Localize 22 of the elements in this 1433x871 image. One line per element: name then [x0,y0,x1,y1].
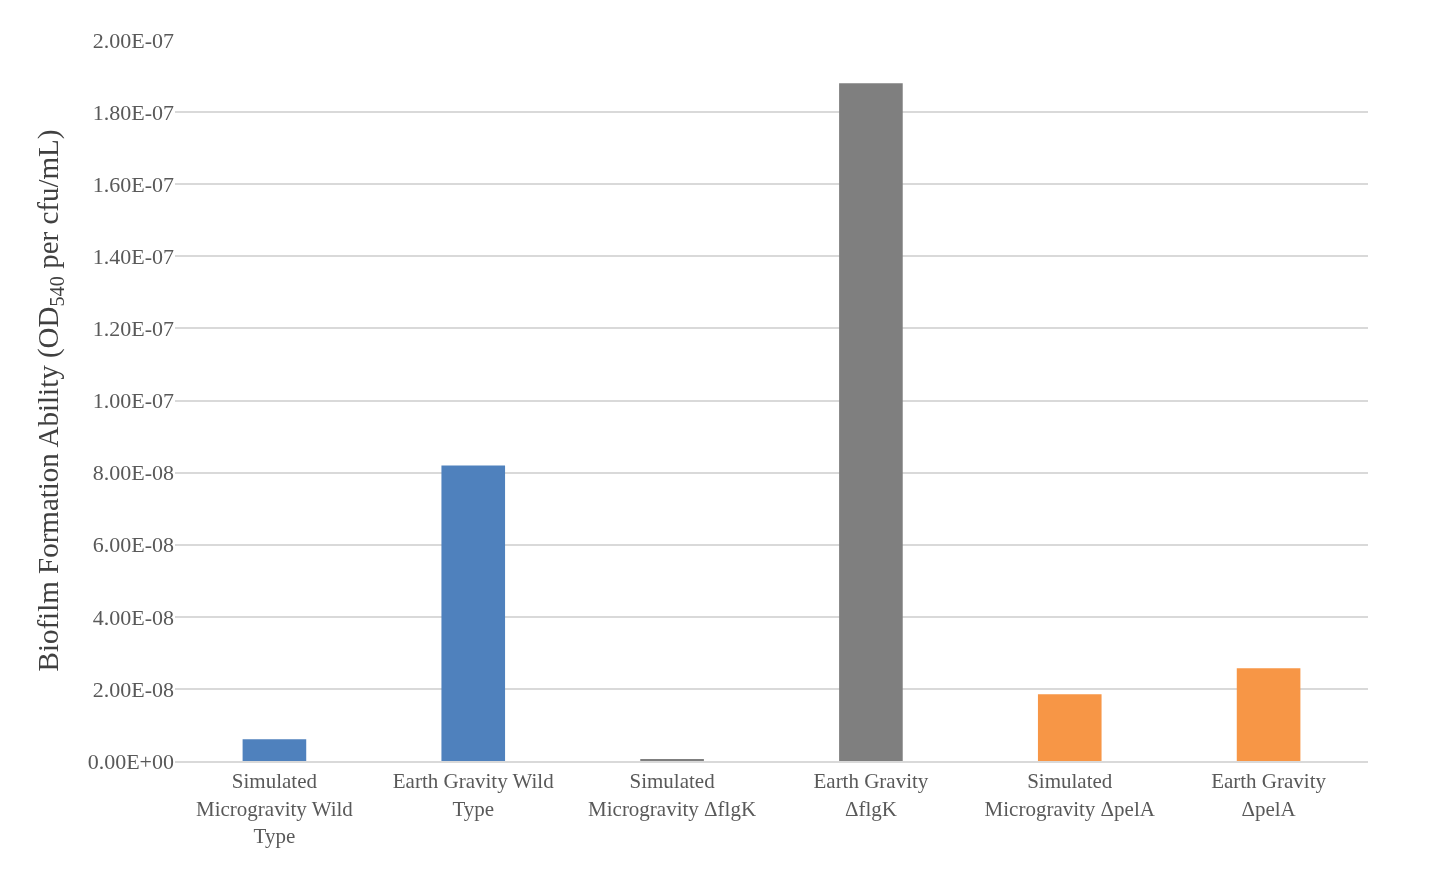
x-tick-label: Earth Gravity ΔpelA [1211,769,1327,821]
x-tick-label: Simulated Microgravity ΔflgK [588,769,757,821]
y-tick-label: 4.00E-08 [92,604,174,630]
bar [441,465,506,761]
y-tick-label: 1.40E-07 [92,244,174,269]
x-tick-label: Earth Gravity ΔflgK [813,769,929,821]
bar [1236,668,1301,761]
y-tick-label: 0.00E+00 [87,748,174,774]
y-tick-label: 2.00E-07 [92,27,174,53]
y-tick-label: 1.60E-07 [92,171,174,197]
x-tick-label: Simulated Microgravity Wild Type [196,769,354,848]
y-tick-label: 2.00E-08 [92,676,174,702]
x-tick-label: Earth Gravity Wild Type [392,769,555,821]
y-tick-label: 1.20E-07 [92,316,174,342]
x-tick-label: Simulated Microgravity ΔpelA [984,769,1156,821]
y-tick-label: 8.00E-08 [92,460,174,486]
bar [242,739,307,761]
y-tick-label: 1.80E-07 [92,99,174,125]
bar [839,83,903,761]
y-tick-label: 6.00E-08 [92,532,174,558]
y-tick-label: 1.00E-07 [92,388,174,414]
bar [1037,694,1102,761]
